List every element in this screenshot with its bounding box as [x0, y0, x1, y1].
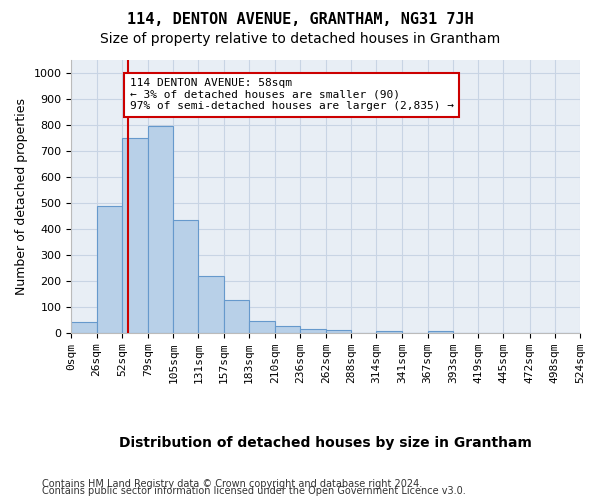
Bar [326, 330, 351, 333]
Bar [199, 276, 224, 333]
Bar [148, 126, 173, 333]
Bar [376, 331, 403, 333]
Text: 114 DENTON AVENUE: 58sqm
← 3% of detached houses are smaller (90)
97% of semi-de: 114 DENTON AVENUE: 58sqm ← 3% of detache… [130, 78, 454, 112]
Text: Contains public sector information licensed under the Open Government Licence v3: Contains public sector information licen… [42, 486, 466, 496]
Bar [71, 322, 97, 333]
Text: 114, DENTON AVENUE, GRANTHAM, NG31 7JH: 114, DENTON AVENUE, GRANTHAM, NG31 7JH [127, 12, 473, 28]
Bar [224, 300, 249, 333]
Text: Size of property relative to detached houses in Grantham: Size of property relative to detached ho… [100, 32, 500, 46]
X-axis label: Distribution of detached houses by size in Grantham: Distribution of detached houses by size … [119, 436, 532, 450]
Bar [301, 329, 326, 333]
Bar [97, 206, 122, 333]
Bar [122, 138, 148, 333]
Bar [275, 326, 301, 333]
Bar [428, 331, 453, 333]
Y-axis label: Number of detached properties: Number of detached properties [15, 98, 28, 295]
Bar [249, 320, 275, 333]
Text: Contains HM Land Registry data © Crown copyright and database right 2024.: Contains HM Land Registry data © Crown c… [42, 479, 422, 489]
Bar [173, 220, 199, 333]
